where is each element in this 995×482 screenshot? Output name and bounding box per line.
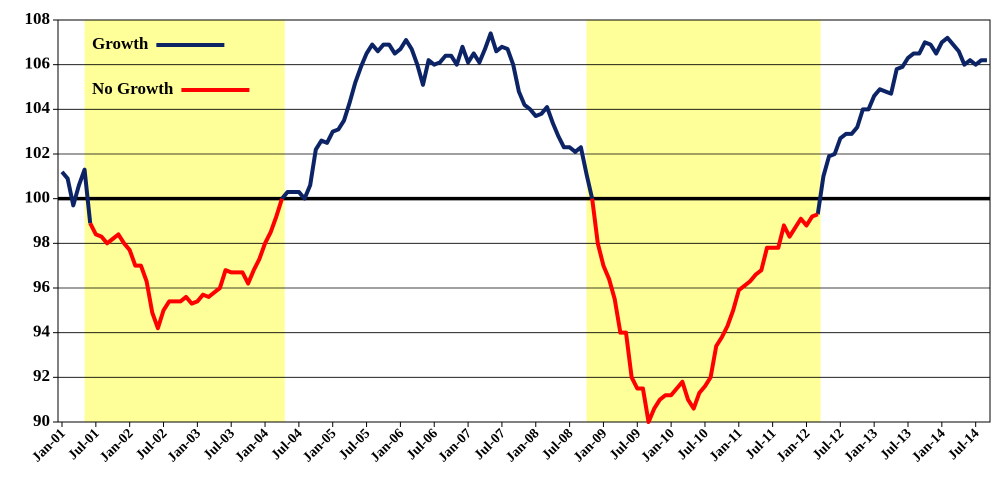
y-tick-label: 104 [25, 98, 51, 117]
x-tick-label: Jul-08 [539, 426, 576, 463]
y-tick-label: 90 [33, 411, 50, 430]
y-tick-label: 102 [25, 143, 51, 162]
x-tick-label: Jan-10 [639, 426, 678, 465]
x-tick-label: Jan-12 [774, 426, 813, 465]
legend-label: No Growth [92, 79, 174, 98]
x-tick-label: Jul-10 [675, 426, 712, 463]
x-tick-label: Jan-09 [571, 426, 610, 465]
plot-border [57, 19, 991, 423]
series-line [60, 31, 987, 224]
y-tick-label: 98 [33, 232, 50, 251]
legend-label: Growth [92, 34, 149, 53]
x-tick-label: Jan-13 [842, 426, 881, 465]
x-tick-label: Jan-11 [707, 426, 746, 465]
x-tick-label: Jan-06 [368, 426, 407, 465]
y-tick-label: 108 [25, 9, 51, 28]
x-tick-label: Jan-01 [30, 426, 69, 465]
x-tick-label: Jul-04 [269, 426, 306, 463]
x-tick-label: Jul-09 [607, 426, 644, 463]
x-tick-label: Jan-05 [300, 426, 339, 465]
x-tick-label: Jul-05 [336, 426, 373, 463]
x-tick-label: Jul-06 [404, 426, 441, 463]
x-tick-label: Jul-12 [810, 426, 847, 463]
x-tick-label: Jul-02 [133, 426, 170, 463]
x-tick-label: Jan-07 [436, 426, 475, 465]
y-tick-label: 100 [25, 188, 51, 207]
x-tick-label: Jul-14 [945, 426, 982, 463]
y-tick-label: 96 [33, 277, 50, 296]
y-tick-label: 92 [33, 366, 50, 385]
x-tick-label: Jul-01 [66, 426, 103, 463]
y-tick-label: 106 [25, 54, 51, 73]
x-tick-label: Jul-07 [472, 426, 509, 463]
x-tick-label: Jul-11 [743, 426, 779, 462]
series-line [88, 198, 819, 424]
y-tick-label: 94 [33, 322, 51, 341]
x-tick-label: Jan-14 [909, 426, 948, 465]
x-tick-label: Jan-04 [233, 426, 272, 465]
x-tick-label: Jul-13 [878, 426, 915, 463]
x-tick-label: Jan-02 [97, 426, 136, 465]
shaded-region [84, 20, 285, 422]
x-tick-label: Jan-03 [165, 426, 204, 465]
x-tick-label: Jul-03 [201, 426, 238, 463]
shaded-region [586, 20, 821, 422]
x-tick-label: Jan-08 [503, 426, 542, 465]
